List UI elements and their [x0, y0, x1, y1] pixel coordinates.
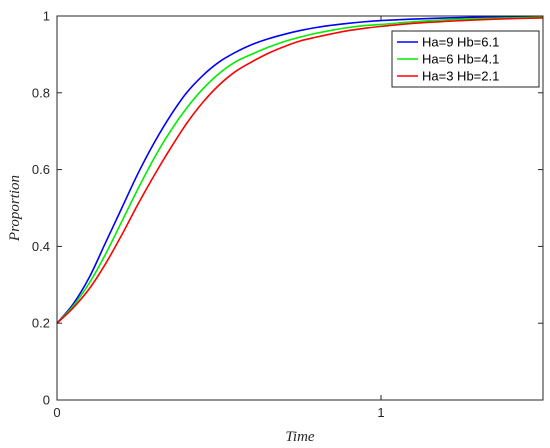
y-tick-label: 0.6	[32, 162, 50, 177]
axes-box	[56, 15, 544, 401]
series-line-2	[56, 16, 544, 324]
series-line-3	[56, 17, 544, 324]
legend-label-2: Ha=6 Hb=4.1	[422, 52, 499, 67]
y-tick-label: 0	[43, 393, 50, 408]
y-tick-label: 0.4	[32, 239, 50, 254]
y-tick-label: 0.2	[32, 316, 50, 331]
series-line-1	[56, 15, 544, 324]
legend-label-1: Ha=9 Hb=6.1	[422, 35, 499, 50]
y-tick-label: 1	[43, 9, 50, 24]
series-lines	[56, 15, 544, 324]
legend: Ha=9 Hb=6.1 Ha=6 Hb=4.1 Ha=3 Hb=2.1	[391, 30, 540, 88]
axes	[56, 15, 544, 401]
y-axis-label: Proportion	[7, 175, 23, 242]
x-axis-label: Time	[285, 429, 315, 445]
y-tick-label: 0.8	[32, 85, 50, 100]
x-tick-label: 0	[53, 405, 60, 420]
x-tick-label: 1	[377, 405, 384, 420]
tick-labels: 0 1 0 0.2 0.4 0.6 0.8 1	[32, 9, 385, 421]
legend-label-3: Ha=3 Hb=2.1	[422, 69, 499, 84]
